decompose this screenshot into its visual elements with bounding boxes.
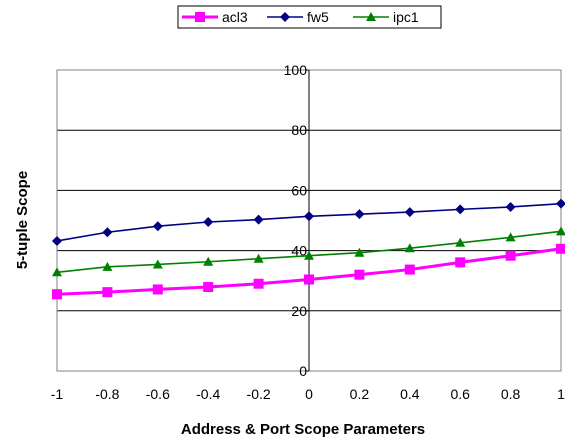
data-point — [354, 209, 365, 220]
data-point — [556, 243, 565, 254]
data-point — [102, 227, 113, 238]
x-axis-title: Address & Port Scope Parameters — [181, 421, 425, 438]
data-point — [455, 204, 466, 215]
legend-label-fw5: fw5 — [307, 9, 329, 25]
data-point — [304, 211, 314, 222]
data-point — [203, 256, 214, 266]
data-point — [203, 217, 214, 228]
data-point — [253, 253, 264, 263]
data-point — [404, 243, 415, 253]
data-point — [195, 12, 205, 22]
x-tick-label: 0.2 — [350, 386, 370, 402]
x-tick-label: -0.8 — [95, 386, 119, 402]
x-tick-label: 0 — [305, 386, 313, 402]
data-point — [505, 250, 516, 261]
series-ipc1 — [52, 226, 565, 277]
data-point — [52, 235, 62, 246]
data-point — [152, 259, 163, 269]
data-point — [304, 274, 314, 285]
y-axis-title: 5-tuple Scope — [14, 171, 31, 269]
y-tick-label: 0 — [299, 363, 307, 379]
x-tick-label: 0.4 — [400, 386, 420, 402]
data-point — [556, 226, 565, 236]
data-point — [253, 278, 264, 289]
x-tick-label: 0.6 — [450, 386, 470, 402]
data-point — [52, 267, 62, 277]
data-point — [102, 261, 113, 271]
data-point — [152, 284, 163, 295]
data-point — [102, 287, 113, 298]
series-fw5 — [52, 198, 565, 246]
data-point — [404, 207, 415, 218]
data-point — [152, 221, 163, 232]
legend: acl3 fw5 ipc1 — [177, 5, 442, 29]
y-tick-label: 80 — [291, 122, 307, 138]
data-point — [253, 214, 264, 225]
data-point — [455, 257, 466, 268]
data-point — [280, 12, 290, 22]
legend-label-ipc1: ipc1 — [393, 9, 419, 25]
series-acl3 — [52, 243, 565, 300]
x-tick-label: 1 — [557, 386, 565, 402]
x-tick-label: -1 — [51, 386, 64, 402]
x-tick-label: -0.2 — [247, 386, 271, 402]
x-tick-label: -0.4 — [196, 386, 220, 402]
series-layer — [52, 198, 565, 300]
legend-box — [177, 5, 442, 29]
data-point — [404, 264, 415, 275]
data-point — [354, 247, 365, 257]
data-point — [556, 198, 565, 209]
y-tick-label: 60 — [291, 182, 307, 198]
x-tick-label: -0.6 — [146, 386, 170, 402]
x-axis-ticks: -1 -0.8 -0.6 -0.4 -0.2 0 0.2 0.4 0.6 0.8 1 — [51, 386, 565, 402]
legend-label-acl3: acl3 — [222, 9, 248, 25]
data-point — [203, 282, 214, 293]
y-tick-label: 20 — [291, 303, 307, 319]
y-axis-ticks: 0 20 40 60 80 100 — [284, 62, 309, 379]
y-tick-label: 40 — [291, 243, 307, 259]
data-point — [505, 232, 516, 242]
data-point — [354, 269, 365, 280]
data-point — [455, 237, 466, 247]
x-tick-label: 0.8 — [501, 386, 521, 402]
data-point — [52, 289, 62, 300]
data-point — [304, 250, 314, 260]
data-point — [505, 201, 516, 212]
data-point — [366, 12, 376, 21]
y-tick-label: 100 — [284, 62, 308, 78]
